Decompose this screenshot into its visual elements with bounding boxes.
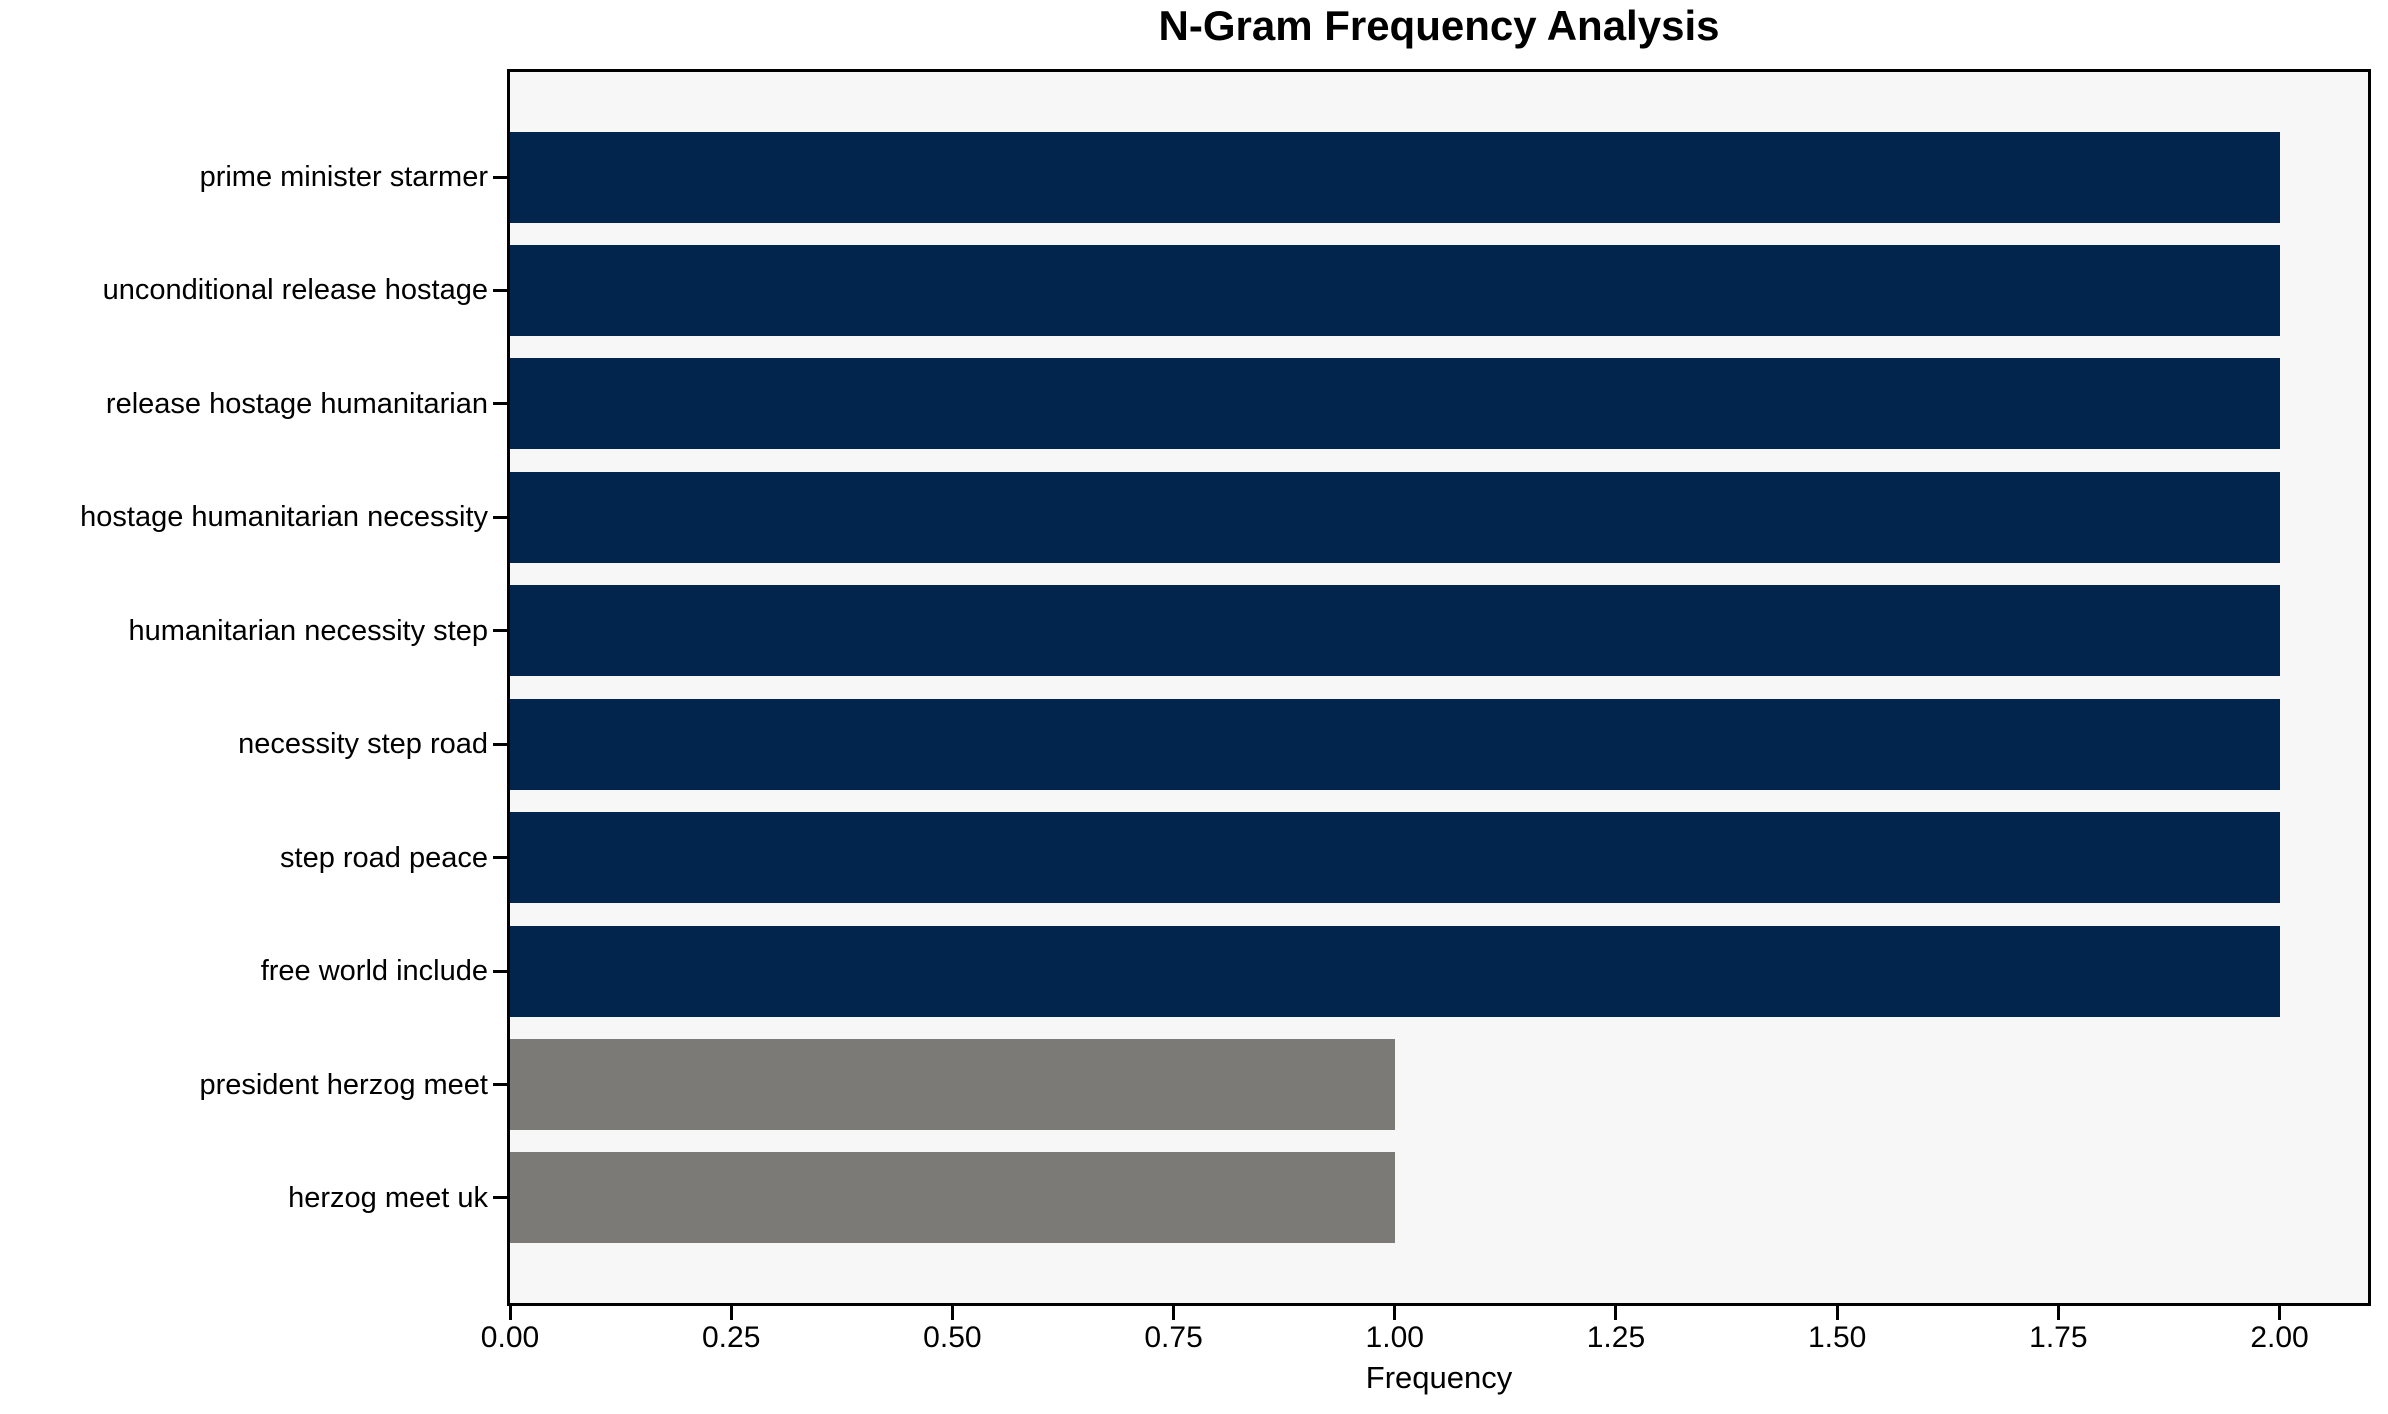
- bar-free-world-include: [510, 925, 2280, 1017]
- x-tick-mark: [729, 1306, 733, 1320]
- y-tick-mark: [493, 288, 507, 292]
- x-tick-mark: [508, 1306, 512, 1320]
- bar-necessity-step-road: [510, 698, 2280, 790]
- x-tick-mark: [2278, 1306, 2282, 1320]
- bar-unconditional-release-hostage: [510, 244, 2280, 336]
- x-tick-mark: [2056, 1306, 2060, 1320]
- bar-prime-minister-starmer: [510, 131, 2280, 223]
- y-tick-mark: [493, 742, 507, 746]
- y-tick-mark: [493, 856, 507, 860]
- y-tick-mark: [493, 175, 507, 179]
- y-tick-mark: [493, 1196, 507, 1200]
- plot-area: [507, 69, 2371, 1306]
- y-tick-label: prime minister starmer: [199, 161, 488, 193]
- x-tick-label: 2.00: [2250, 1321, 2309, 1354]
- x-axis-label: Frequency: [1365, 1360, 1513, 1395]
- y-tick-mark: [493, 1083, 507, 1087]
- y-tick-label: president herzog meet: [199, 1068, 488, 1101]
- y-tick-label: humanitarian necessity step: [128, 614, 488, 647]
- x-tick-label: 0.50: [923, 1321, 982, 1354]
- y-tick-label: unconditional release hostage: [102, 274, 488, 307]
- bar-step-road-peace: [510, 812, 2280, 904]
- x-tick-mark: [1172, 1306, 1176, 1320]
- y-tick-label: release hostage humanitarian: [105, 387, 488, 420]
- x-tick-label: 1.75: [2029, 1321, 2088, 1354]
- bar-president-herzog-meet: [510, 1039, 1395, 1131]
- y-tick-label: necessity step road: [238, 728, 488, 761]
- x-tick-mark: [950, 1306, 954, 1320]
- y-tick-mark: [493, 515, 507, 519]
- bar-humanitarian-necessity-step: [510, 585, 2280, 677]
- x-tick-mark: [1393, 1306, 1397, 1320]
- x-tick-label: 0.00: [480, 1321, 540, 1354]
- y-tick-mark: [493, 402, 507, 406]
- y-tick-mark: [493, 969, 507, 973]
- bar-herzog-meet-uk: [510, 1152, 1395, 1244]
- bar-release-hostage-humanitarian: [510, 358, 2280, 450]
- y-tick-mark: [493, 629, 507, 633]
- x-tick-label: 0.25: [701, 1321, 761, 1354]
- x-tick-mark: [1835, 1306, 1839, 1320]
- x-tick-label: 0.75: [1144, 1321, 1203, 1354]
- y-tick-label: hostage humanitarian necessity: [80, 501, 488, 534]
- x-tick-label: 1.50: [1807, 1321, 1867, 1354]
- y-tick-label: free world include: [260, 955, 488, 988]
- chart-title: N-Gram Frequency Analysis: [1158, 2, 1720, 49]
- x-tick-label: 1.25: [1586, 1321, 1646, 1354]
- y-tick-label: herzog meet uk: [288, 1181, 488, 1214]
- x-tick-mark: [1614, 1306, 1618, 1320]
- x-tick-label: 1.00: [1365, 1321, 1424, 1354]
- bar-hostage-humanitarian-necessity: [510, 471, 2280, 563]
- y-tick-label: step road peace: [280, 841, 488, 874]
